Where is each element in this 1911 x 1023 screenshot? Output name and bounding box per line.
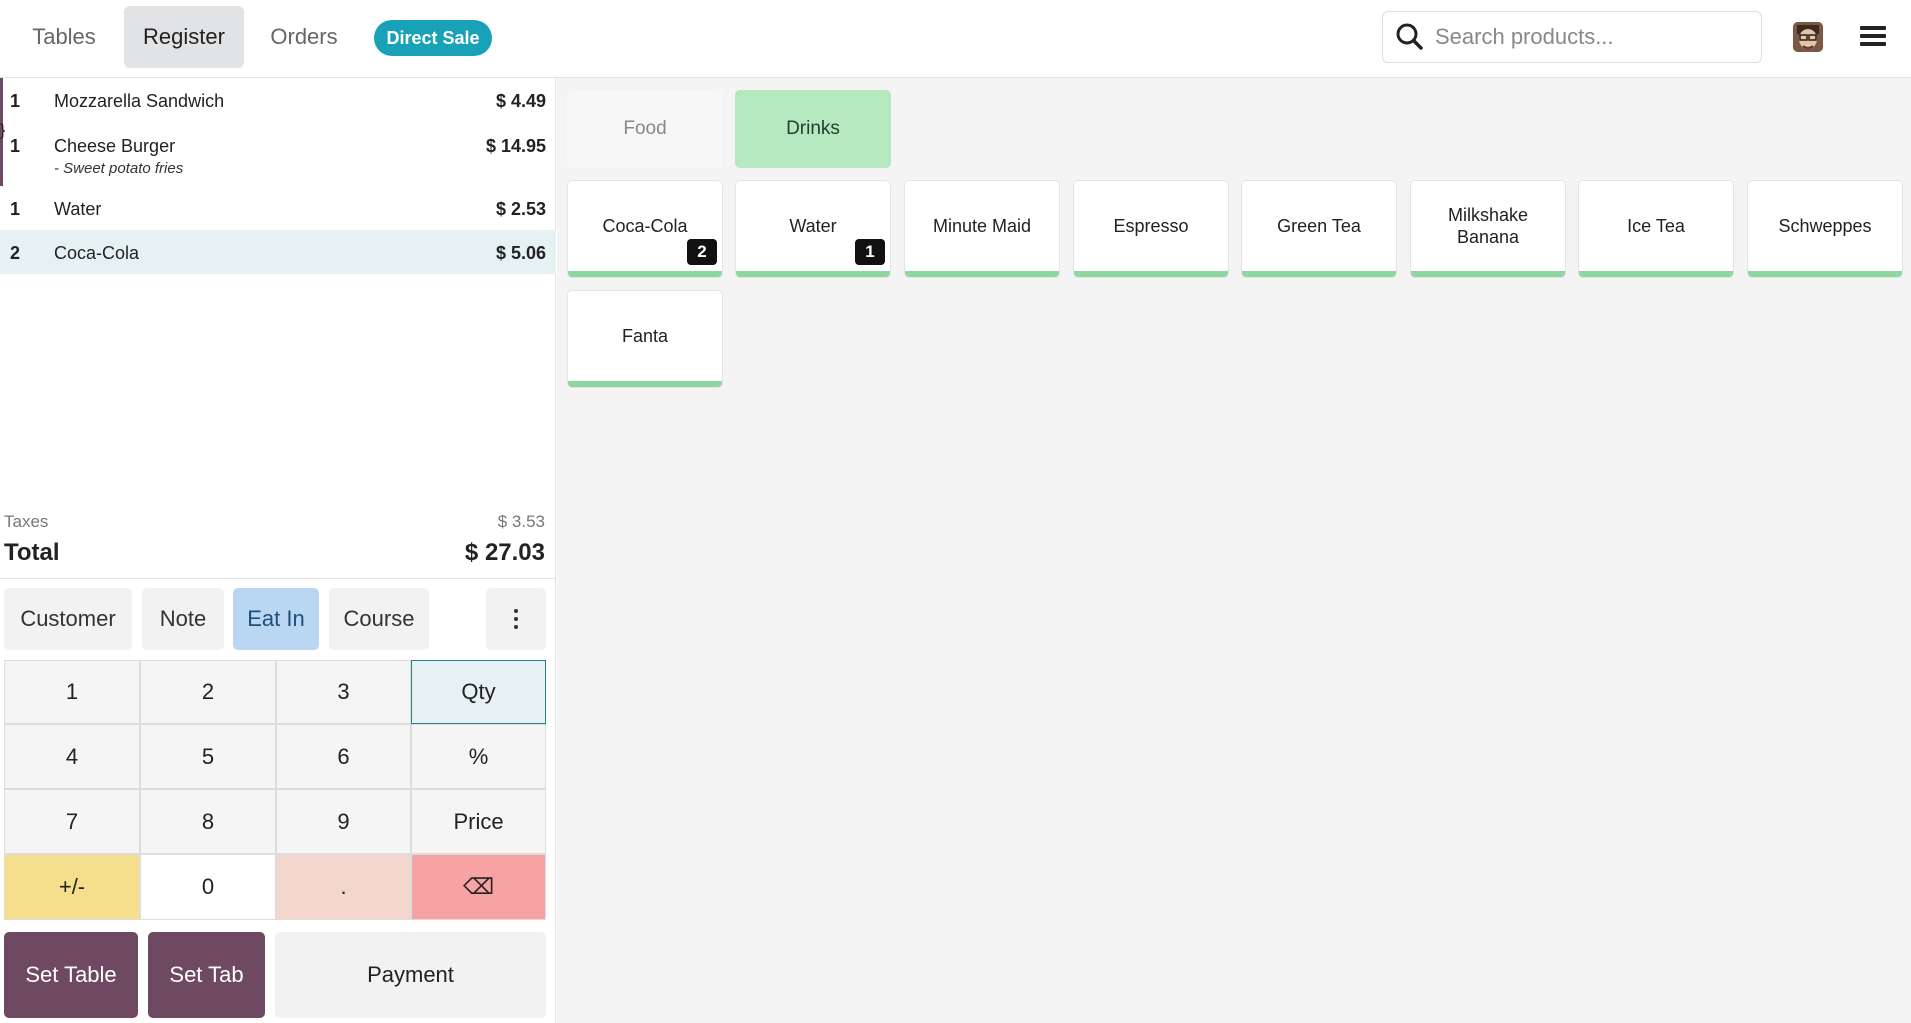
product-card[interactable]: Ice Tea (1578, 180, 1734, 278)
numpad-key-6[interactable]: 6 (276, 724, 411, 789)
more-options-button[interactable] (486, 588, 546, 650)
numpad-key-7[interactable]: 7 (4, 789, 140, 854)
order-line-name: Coca-Cola (54, 243, 140, 263)
product-card[interactable]: Water 1 (735, 180, 891, 278)
numpad-key-2[interactable]: 2 (140, 660, 276, 724)
product-category-bar (1579, 271, 1733, 277)
order-line[interactable]: 1 Water $ 2.53 (0, 186, 556, 230)
taxes-value: $ 3.53 (497, 512, 545, 531)
tab-register[interactable]: Register (124, 6, 244, 68)
product-category-bar (1411, 271, 1565, 277)
search-icon (1395, 11, 1435, 63)
product-category-bar (568, 381, 722, 387)
order-line-price: $ 2.53 (495, 199, 546, 219)
order-line-price: $ 4.49 (495, 91, 546, 111)
top-bar: Tables Register Orders Direct Sale (0, 0, 1911, 78)
product-category-bar (905, 271, 1059, 277)
note-button[interactable]: Note (142, 588, 224, 650)
search-box[interactable] (1382, 11, 1762, 63)
search-input[interactable] (1435, 24, 1735, 50)
order-line[interactable]: 1 Mozzarella Sandwich $ 4.49 (0, 78, 556, 122)
numpad-price-button[interactable]: Price (411, 789, 546, 854)
taxes-label: Taxes (4, 512, 49, 531)
backspace-icon[interactable]: ⌫ (411, 854, 546, 920)
numpad-key-8[interactable]: 8 (140, 789, 276, 854)
direct-sale-button[interactable]: Direct Sale (374, 20, 492, 56)
product-name: Schweppes (1778, 216, 1872, 236)
hamburger-menu-icon[interactable] (1860, 26, 1886, 50)
numpad-key-0[interactable]: 0 (140, 854, 276, 920)
order-line-price: $ 14.95 (485, 136, 546, 156)
tab-tables[interactable]: Tables (32, 24, 96, 49)
set-table-button[interactable]: Set Table (4, 932, 138, 1018)
numpad-key-3[interactable]: 3 (276, 660, 411, 724)
set-tab-button[interactable]: Set Tab (148, 932, 265, 1018)
order-group-marker (0, 78, 3, 186)
course-button[interactable]: Course (329, 588, 429, 650)
numpad-key-4[interactable]: 4 (4, 724, 140, 789)
product-card[interactable]: Schweppes (1747, 180, 1903, 278)
payment-button[interactable]: Payment (275, 932, 546, 1018)
product-qty-badge: 1 (855, 239, 885, 265)
order-panel: 1 Mozzarella Sandwich $ 4.49 1 Cheese Bu… (0, 78, 556, 1023)
product-card[interactable]: Milkshake Banana (1410, 180, 1566, 278)
product-category-bar (1748, 271, 1902, 277)
vertical-dots-icon (514, 607, 518, 631)
order-line-qty: 1 (10, 91, 21, 111)
product-category-bar (736, 271, 890, 277)
category-food[interactable]: Food (567, 90, 723, 168)
product-name: Espresso (1113, 216, 1189, 236)
category-drinks[interactable]: Drinks (735, 90, 891, 168)
product-category-bar (1242, 271, 1396, 277)
order-line-name: Water (54, 199, 102, 219)
product-name: Milkshake Banana (1447, 205, 1529, 247)
order-line-note: - Sweet potato fries (54, 160, 184, 177)
tab-orders[interactable]: Orders (270, 24, 338, 49)
numpad-decimal-button[interactable]: . (276, 854, 411, 920)
avatar[interactable] (1793, 22, 1823, 52)
numpad-discount-button[interactable]: % (411, 724, 546, 789)
numpad-key-9[interactable]: 9 (276, 789, 411, 854)
divider (0, 578, 556, 579)
total-label: Total (4, 539, 60, 566)
numpad-key-5[interactable]: 5 (140, 724, 276, 789)
product-card[interactable]: Coca-Cola 2 (567, 180, 723, 278)
order-line-name: Cheese Burger (54, 136, 176, 156)
order-line-qty: 1 (10, 199, 21, 219)
product-card[interactable]: Green Tea (1241, 180, 1397, 278)
product-panel: Food Drinks Coca-Cola 2 Water 1 Minute M… (557, 78, 1911, 1023)
product-card[interactable]: Fanta (567, 290, 723, 388)
product-card[interactable]: Minute Maid (904, 180, 1060, 278)
numpad-key-1[interactable]: 1 (4, 660, 140, 724)
order-line-selected[interactable]: 2 Coca-Cola $ 5.06 (0, 230, 556, 274)
numpad: 1 2 3 Qty 4 5 6 % 7 8 9 Price +/- 0 . ⌫ (4, 660, 546, 942)
order-line[interactable]: 1 Cheese Burger $ 14.95 - Sweet potato f… (0, 122, 546, 177)
total-value: $ 27.03 (464, 539, 545, 566)
eat-in-button[interactable]: Eat In (233, 588, 319, 650)
customer-button[interactable]: Customer (4, 588, 132, 650)
numpad-qty-button[interactable]: Qty (411, 660, 546, 724)
numpad-sign-button[interactable]: +/- (4, 854, 140, 920)
order-line-qty: 2 (10, 243, 21, 263)
product-name: Green Tea (1277, 216, 1361, 236)
order-line-name: Mozzarella Sandwich (54, 91, 225, 111)
product-card[interactable]: Espresso (1073, 180, 1229, 278)
order-line-qty: 1 (10, 136, 21, 156)
product-name: Fanta (621, 326, 669, 346)
product-name: Water (789, 216, 837, 236)
product-name: Minute Maid (932, 216, 1032, 236)
order-line-price: $ 5.06 (495, 243, 546, 263)
product-name: Ice Tea (1627, 216, 1685, 236)
product-category-bar (568, 271, 722, 277)
product-qty-badge: 2 (687, 239, 717, 265)
product-name: Coca-Cola (602, 216, 688, 236)
product-category-bar (1074, 271, 1228, 277)
